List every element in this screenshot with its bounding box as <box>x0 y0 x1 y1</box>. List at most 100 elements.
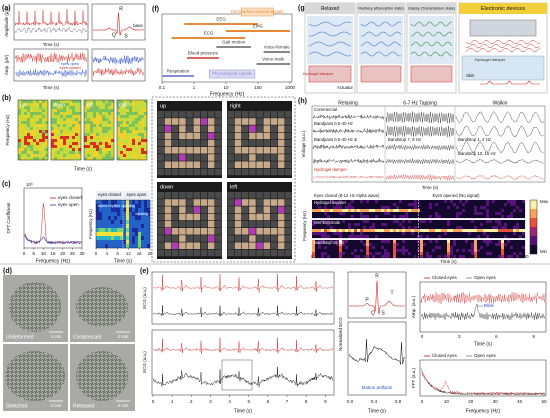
spectrogram-cell <box>495 240 499 244</box>
maze-cell <box>207 213 215 221</box>
panel-label: (e) <box>140 268 149 275</box>
spectrogram-cell <box>492 206 496 210</box>
signal-trace <box>410 21 453 27</box>
label: EEG <box>216 17 226 22</box>
spectrogram-cell <box>111 224 115 229</box>
spectrogram-cell <box>84 154 88 158</box>
spectrogram-cell <box>351 252 355 256</box>
spectrogram-cell <box>123 232 127 237</box>
spectrogram-cell <box>42 106 46 110</box>
spectrogram-cell <box>522 232 526 236</box>
spectrogram-cell <box>108 112 112 116</box>
spectrogram-cell <box>381 243 385 247</box>
spectrogram-cell <box>519 203 523 207</box>
spectrogram-cell <box>57 121 61 125</box>
spectrogram-cell <box>453 215 457 219</box>
direction-label: down <box>53 102 65 108</box>
spectrogram-cell <box>135 151 139 155</box>
spectrogram-cell <box>78 145 82 149</box>
maze-cell <box>263 199 271 206</box>
spectrogram-cell <box>363 246 367 250</box>
spectrogram-cell <box>327 220 331 224</box>
spectrogram-cell <box>144 216 148 221</box>
spectrogram-cell <box>477 200 481 204</box>
spectrogram-cell <box>522 212 526 216</box>
label: 10³ <box>26 182 33 187</box>
spectrogram-cell <box>144 208 148 213</box>
maze-cell <box>285 206 292 213</box>
spectrogram-cell <box>315 229 319 233</box>
spectrogram-cell <box>447 215 451 219</box>
spectrogram-cell <box>483 203 487 207</box>
spectrogram-cell <box>33 106 37 110</box>
spectrogram-cell <box>435 243 439 247</box>
spectrogram-cell <box>336 226 340 230</box>
spectrogram-cell <box>21 127 25 131</box>
spectrogram-cell <box>489 252 493 256</box>
spectrogram-cell <box>345 249 349 253</box>
tick-label: 0 <box>421 334 424 339</box>
spectrogram-cell <box>111 100 115 104</box>
spectrogram-cell <box>21 118 25 122</box>
spectrogram-cell <box>27 142 31 146</box>
spectrogram-cell <box>483 212 487 216</box>
spectrogram-cell <box>141 157 145 161</box>
spectrogram-cell <box>390 252 394 256</box>
spectrogram-cell <box>102 106 106 110</box>
maze-cell <box>215 154 222 161</box>
spectrogram-cell <box>516 212 520 216</box>
spectrogram-cell <box>123 121 127 125</box>
spectrogram-cell <box>429 229 433 233</box>
spectrogram-cell <box>123 124 127 128</box>
spectrogram-cell <box>372 229 376 233</box>
spectrogram-cell <box>117 103 121 107</box>
spectrogram-cell <box>39 124 43 128</box>
spectrogram-cell <box>420 232 424 236</box>
spectrogram-cell <box>372 226 376 230</box>
spectrogram-cell <box>441 212 445 216</box>
spectrogram-cell <box>129 118 133 122</box>
spectrogram-cell <box>321 235 325 239</box>
spectrogram-cell <box>51 103 55 107</box>
spectrogram-cell <box>390 235 394 239</box>
maze-cell <box>249 199 256 206</box>
spectrogram-cell <box>495 246 499 250</box>
spectrogram-cell <box>384 220 388 224</box>
maze-cell <box>270 249 278 257</box>
spectrogram-cell <box>36 124 40 128</box>
spectrogram-cell <box>501 235 505 239</box>
spectrogram-cell <box>96 228 100 233</box>
maze-cell <box>200 206 208 213</box>
spectrogram-cell <box>522 206 526 210</box>
maze-cell <box>241 118 249 125</box>
spectrogram-cell <box>453 203 457 207</box>
spectrogram-cell <box>42 151 46 155</box>
maze-cell <box>256 118 263 125</box>
maze-cell <box>270 132 278 140</box>
maze-cell <box>285 161 292 168</box>
spectrogram-cell <box>402 203 406 207</box>
spectrogram-cell <box>360 209 364 213</box>
maze-cell <box>164 139 172 147</box>
spectrogram-cell <box>144 200 148 205</box>
spectrogram-cell <box>60 154 64 158</box>
spectrogram-cell <box>72 127 76 131</box>
signal-trace <box>312 158 384 164</box>
spectrogram-cell <box>111 133 115 137</box>
spectrogram-cell <box>111 220 115 225</box>
spectrogram-cell <box>513 240 517 244</box>
spectrogram-cell <box>492 252 496 256</box>
spectrogram-cell <box>375 246 379 250</box>
spectrogram-cell <box>132 212 136 217</box>
spectrogram-cell <box>384 203 388 207</box>
spectrogram-cell <box>33 139 37 143</box>
spectrogram-cell <box>354 243 358 247</box>
spectrogram-cell <box>108 236 112 241</box>
spectrogram-cell <box>426 220 430 224</box>
spectrogram-cell <box>39 100 43 104</box>
spectrogram-cell <box>390 209 394 213</box>
spectrogram-cell <box>441 209 445 213</box>
spectrogram-cell <box>351 243 355 247</box>
spectrogram-cell <box>102 216 106 221</box>
spectrogram-cell <box>27 124 31 128</box>
